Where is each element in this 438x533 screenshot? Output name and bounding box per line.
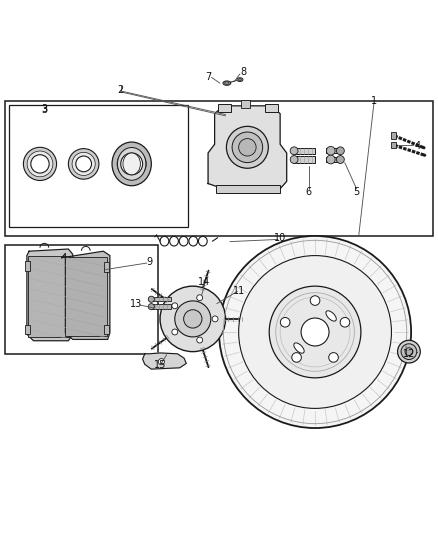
Circle shape xyxy=(121,153,143,175)
Circle shape xyxy=(175,301,211,337)
Ellipse shape xyxy=(237,78,243,82)
Polygon shape xyxy=(62,251,110,340)
Circle shape xyxy=(340,318,350,327)
Circle shape xyxy=(72,152,95,175)
Ellipse shape xyxy=(123,153,141,175)
Circle shape xyxy=(148,304,154,310)
Text: 15: 15 xyxy=(154,360,166,370)
Circle shape xyxy=(239,139,256,156)
Text: 12: 12 xyxy=(403,349,415,359)
Bar xyxy=(293,157,315,163)
Circle shape xyxy=(292,353,301,362)
Circle shape xyxy=(212,316,218,322)
Bar xyxy=(5,101,433,236)
Circle shape xyxy=(23,147,57,181)
Circle shape xyxy=(405,348,413,356)
Bar xyxy=(28,256,70,337)
Text: 6: 6 xyxy=(305,187,311,197)
Circle shape xyxy=(158,359,164,365)
Circle shape xyxy=(160,286,226,352)
Bar xyxy=(104,325,109,334)
Circle shape xyxy=(290,147,298,155)
Ellipse shape xyxy=(294,343,304,353)
Circle shape xyxy=(336,156,344,164)
Circle shape xyxy=(172,303,178,309)
Bar xyxy=(104,262,109,272)
Bar xyxy=(151,304,171,309)
Circle shape xyxy=(117,149,146,179)
Ellipse shape xyxy=(326,147,335,155)
Bar xyxy=(25,325,29,334)
Bar xyxy=(218,103,231,111)
Circle shape xyxy=(232,132,263,163)
Circle shape xyxy=(301,318,329,346)
Ellipse shape xyxy=(112,142,151,185)
Text: 11: 11 xyxy=(233,286,245,295)
Bar xyxy=(391,142,396,148)
Circle shape xyxy=(280,318,290,327)
Text: 2: 2 xyxy=(118,85,124,95)
Bar xyxy=(326,157,341,162)
Bar xyxy=(25,261,29,271)
Circle shape xyxy=(68,149,99,179)
Circle shape xyxy=(27,151,53,177)
Polygon shape xyxy=(27,249,73,341)
Bar xyxy=(265,103,278,111)
Circle shape xyxy=(197,295,203,301)
Ellipse shape xyxy=(117,148,146,180)
Circle shape xyxy=(31,155,49,173)
Text: 13: 13 xyxy=(130,298,142,309)
Ellipse shape xyxy=(326,311,336,321)
Bar xyxy=(241,100,250,108)
Text: 7: 7 xyxy=(205,71,211,82)
Text: 1: 1 xyxy=(371,95,377,106)
Bar xyxy=(215,185,280,193)
Ellipse shape xyxy=(326,155,335,164)
Ellipse shape xyxy=(223,81,231,85)
Circle shape xyxy=(310,296,320,305)
Circle shape xyxy=(219,236,411,428)
Bar xyxy=(391,133,396,139)
Circle shape xyxy=(113,146,150,182)
Polygon shape xyxy=(143,353,186,369)
Ellipse shape xyxy=(238,78,241,80)
Circle shape xyxy=(197,337,203,343)
Circle shape xyxy=(172,329,178,335)
Bar xyxy=(10,105,188,227)
Text: 10: 10 xyxy=(274,233,286,243)
Circle shape xyxy=(290,156,298,164)
Bar xyxy=(293,148,315,154)
Text: 14: 14 xyxy=(198,277,210,287)
Text: 3: 3 xyxy=(41,105,47,115)
Ellipse shape xyxy=(225,82,229,84)
Circle shape xyxy=(401,344,417,359)
Bar xyxy=(326,148,341,154)
Text: 3: 3 xyxy=(41,104,47,114)
Bar xyxy=(5,245,158,354)
Bar xyxy=(151,297,171,302)
Polygon shape xyxy=(208,106,287,189)
Circle shape xyxy=(76,156,92,172)
Text: 9: 9 xyxy=(146,257,152,267)
Circle shape xyxy=(336,147,344,155)
Circle shape xyxy=(148,296,154,302)
Circle shape xyxy=(184,310,202,328)
Bar xyxy=(65,257,107,336)
Text: 4: 4 xyxy=(415,141,421,151)
Circle shape xyxy=(239,256,392,408)
Circle shape xyxy=(226,126,268,168)
Text: 8: 8 xyxy=(240,67,246,77)
Circle shape xyxy=(269,286,361,378)
Text: 5: 5 xyxy=(353,187,360,197)
Circle shape xyxy=(329,353,338,362)
Circle shape xyxy=(398,340,420,363)
